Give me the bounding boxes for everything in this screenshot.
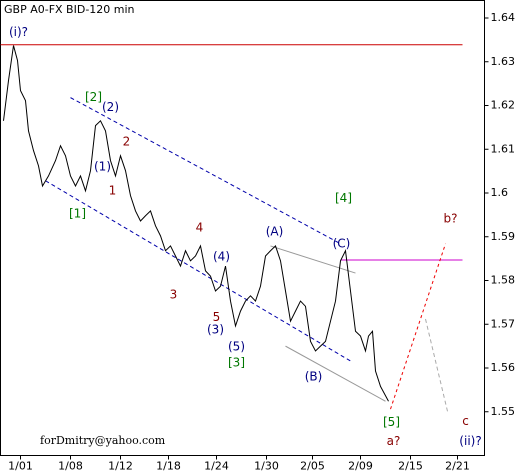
x-tick-label: 1/01 — [8, 460, 33, 473]
x-tick-label: 2/09 — [348, 460, 373, 473]
wave-label: (4) — [213, 249, 230, 263]
y-tick-label: 1.56 — [491, 361, 516, 374]
wave-label: [3] — [228, 356, 245, 370]
wave-label: 4 — [196, 221, 204, 235]
x-tick-label: 2/15 — [398, 460, 423, 473]
x-tick-label: 1/24 — [204, 460, 229, 473]
guide-line — [425, 318, 448, 412]
credit: forDmitry@yahoo.com — [40, 434, 166, 447]
wave-label: 3 — [170, 287, 178, 301]
x-tick-label: 1/08 — [58, 460, 83, 473]
y-tick-label: 1.57 — [491, 317, 516, 330]
y-tick-label: 1.62 — [491, 99, 516, 112]
wave-label: (i)? — [9, 25, 28, 39]
wave-label: (5) — [228, 340, 245, 354]
wave-label: c — [462, 414, 469, 428]
x-tick-label: 2/21 — [445, 460, 470, 473]
wave-label: 1 — [109, 183, 117, 197]
x-tick-label: 2/05 — [300, 460, 325, 473]
wave-label: b? — [444, 211, 458, 225]
wave-label: [5] — [383, 415, 400, 429]
wave-label: (ii)? — [459, 434, 481, 448]
chart-title: GBP A0-FX BID-120 min — [4, 3, 135, 16]
x-tick-label: 1/30 — [254, 460, 279, 473]
x-tick-label: 1/18 — [156, 460, 181, 473]
guide-line — [390, 243, 446, 410]
wave-label: (3) — [207, 322, 224, 336]
wave-label: 5 — [213, 310, 221, 324]
wave-label: [1] — [69, 207, 86, 221]
guide-line — [285, 345, 386, 402]
wave-label: (1) — [94, 159, 111, 173]
wave-label: 2 — [123, 134, 131, 148]
y-tick-label: 1.63 — [491, 55, 516, 68]
y-tick-label: 1.6 — [491, 186, 509, 199]
wave-label: [2] — [85, 90, 102, 104]
wave-label: [4] — [335, 191, 352, 205]
y-tick-label: 1.58 — [491, 274, 516, 287]
guide-line — [45, 180, 351, 362]
wave-label: (B) — [305, 370, 323, 384]
y-tick-label: 1.55 — [491, 405, 516, 418]
y-tick-label: 1.59 — [491, 230, 516, 243]
y-tick-label: 1.61 — [491, 142, 516, 155]
wave-label: (A) — [266, 224, 284, 238]
wave-label: (C) — [333, 236, 351, 250]
price-line — [3, 45, 389, 402]
guide-line — [270, 245, 356, 274]
x-tick-label: 1/12 — [108, 460, 133, 473]
wave-label: a? — [387, 434, 401, 448]
y-tick-label: 1.64 — [491, 11, 516, 24]
wave-label: (2) — [102, 100, 119, 114]
plot-frame — [0, 0, 485, 456]
guide-line — [70, 97, 341, 245]
